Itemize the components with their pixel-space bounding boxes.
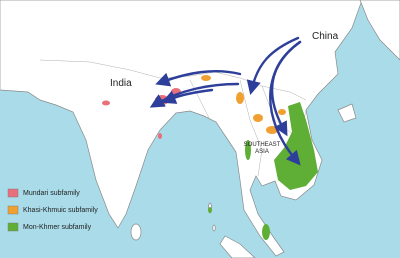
- language-area: [102, 100, 110, 106]
- east-land: [359, 0, 400, 61]
- sumatra: [219, 235, 256, 258]
- language-area: [245, 140, 251, 160]
- language-area: [253, 114, 263, 122]
- legend-swatch: [7, 205, 19, 215]
- legend-swatch: [7, 188, 19, 198]
- language-area: [262, 224, 270, 240]
- arrow: [161, 88, 214, 104]
- language-area: [208, 207, 212, 213]
- arrow: [269, 40, 302, 166]
- mainland: [0, 0, 363, 257]
- legend-label: Mon-Khmer subfamily: [23, 224, 92, 231]
- legend-swatch: [7, 222, 19, 232]
- migration-arrows: [149, 36, 302, 166]
- border: [39, 59, 307, 101]
- sri-lanka: [130, 223, 142, 241]
- language-area: [236, 92, 244, 104]
- arrow: [246, 36, 300, 95]
- country-label: India: [110, 78, 132, 89]
- hainan: [337, 103, 357, 123]
- language-area: [201, 75, 211, 81]
- legend-label: Mundari subfamily: [23, 190, 80, 197]
- language-area: [278, 109, 286, 115]
- arrow: [155, 69, 242, 87]
- mon-khmer-areas: [208, 102, 318, 240]
- region-label: SOUTHEAST: [244, 142, 281, 148]
- region-label: ASIA: [255, 149, 269, 155]
- legend-label: Khasi-Khmuic subfamily: [23, 207, 98, 214]
- language-area: [274, 102, 318, 190]
- legend: Mundari subfamily Khasi-Khmuic subfamily M…: [7, 188, 98, 232]
- nicobar: [212, 224, 216, 232]
- country-label: China: [312, 31, 339, 42]
- language-area: [158, 133, 162, 139]
- khasi-khmuic-areas: [201, 75, 286, 134]
